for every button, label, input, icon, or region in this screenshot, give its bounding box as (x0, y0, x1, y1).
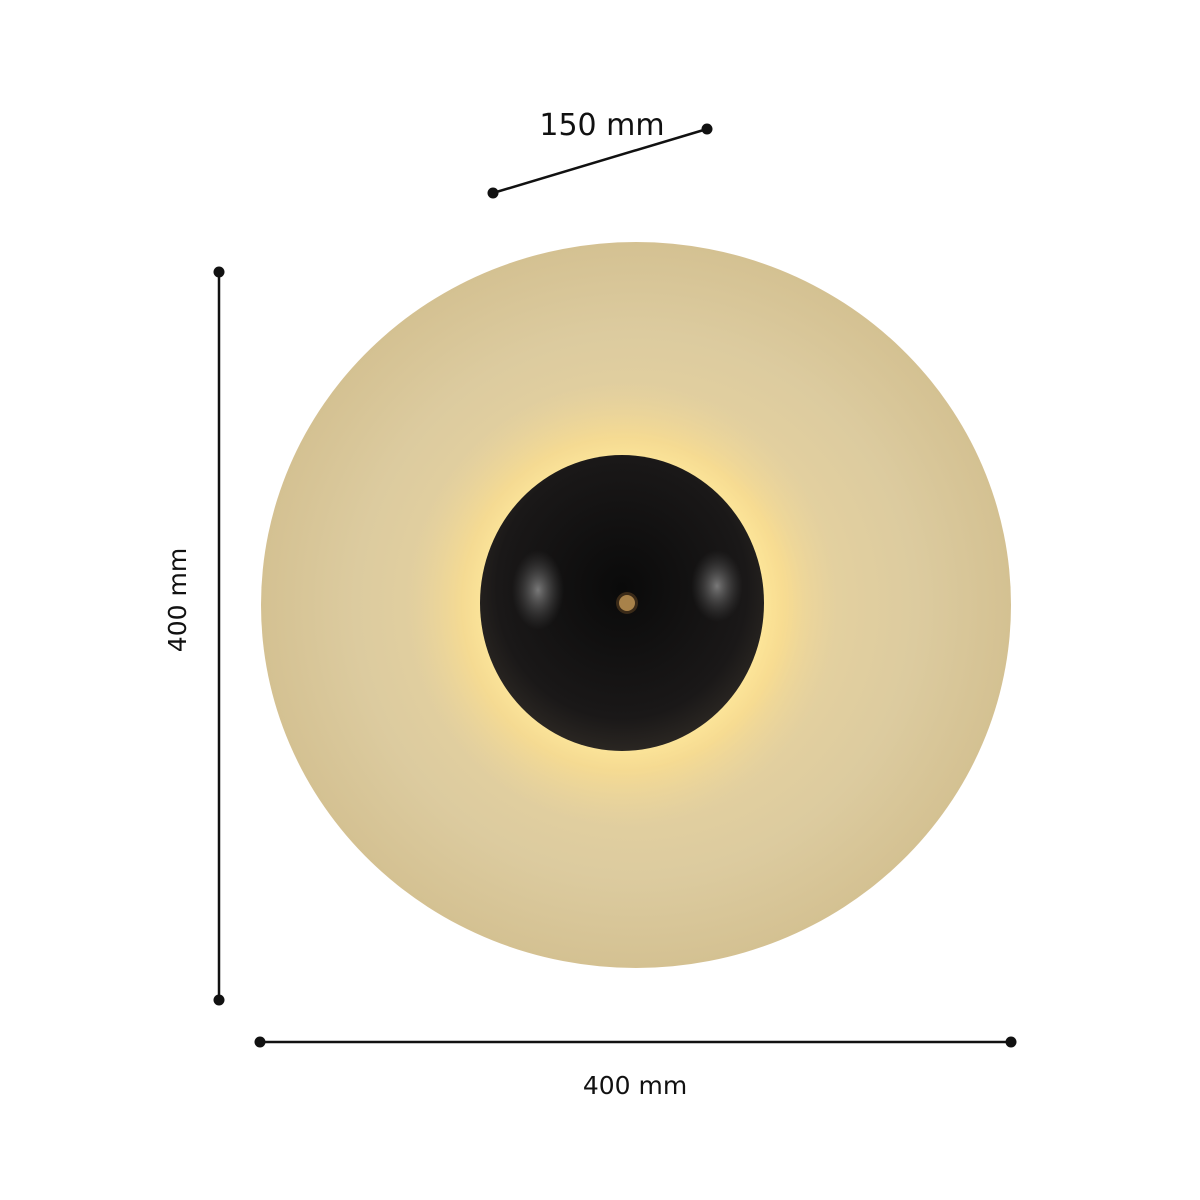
dimension-endpoint (213, 266, 225, 278)
height-label: 400 mm (163, 548, 192, 652)
depth-dimension-line (492, 127, 708, 195)
height-dimension: 400 mm (163, 266, 225, 1006)
dimension-endpoint (1005, 1036, 1017, 1048)
dimension-endpoint (254, 1036, 266, 1048)
center-stud (619, 595, 635, 611)
depth-label: 150 mm (539, 108, 664, 143)
dimension-endpoint (487, 187, 499, 199)
dome-highlight (512, 550, 564, 630)
dimension-endpoint (701, 123, 713, 135)
dome-highlight (691, 550, 743, 622)
lamp-image (261, 242, 1011, 968)
width-label: 400 mm (583, 1071, 687, 1100)
width-dimension: 400 mm (254, 1036, 1017, 1100)
dimension-endpoint (213, 994, 225, 1006)
depth-dimension: 150 mm (487, 108, 713, 199)
